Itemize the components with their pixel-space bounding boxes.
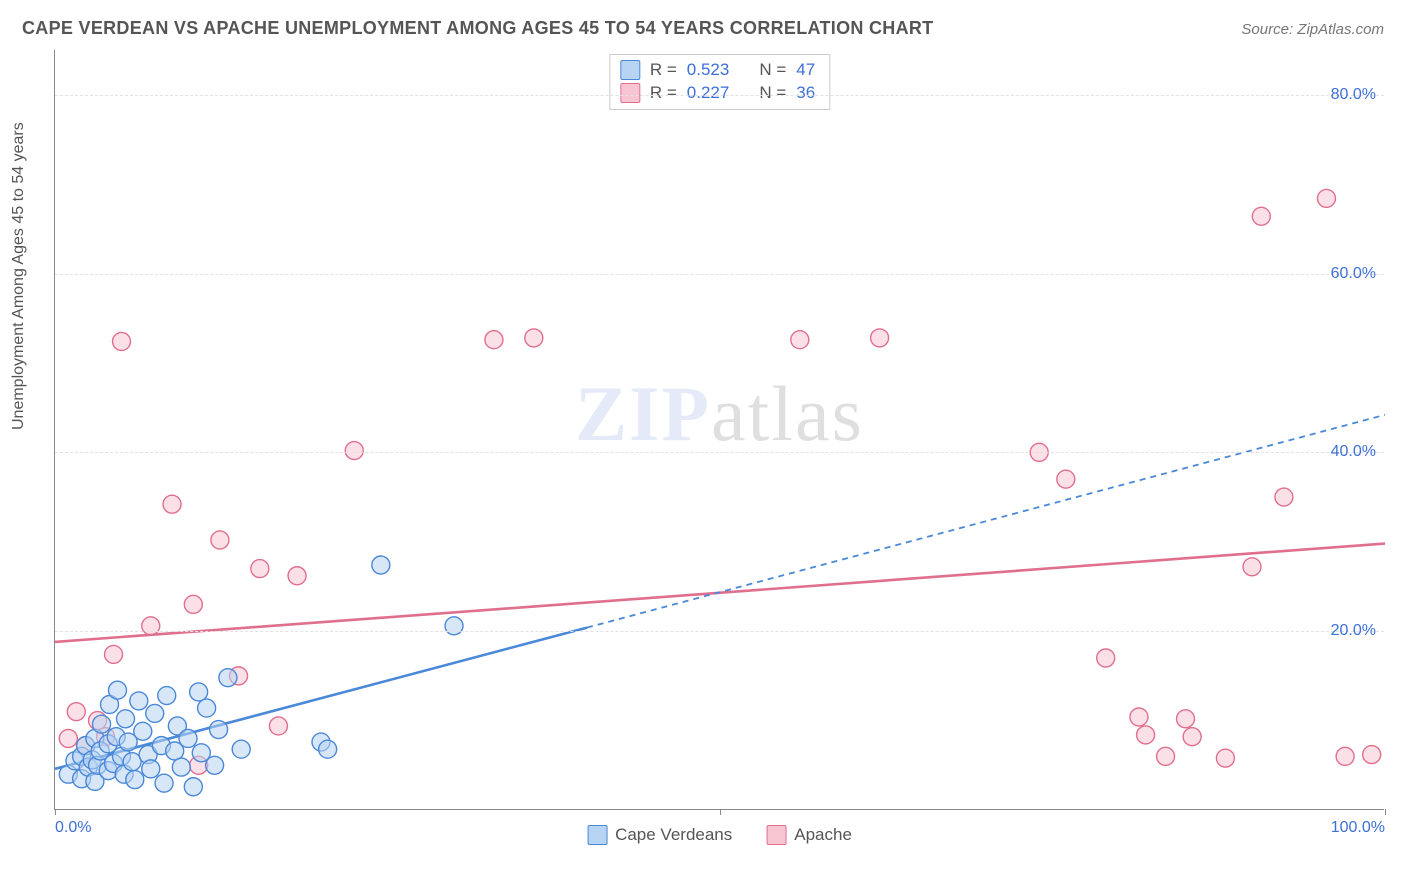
legend-item: Apache	[766, 825, 852, 845]
data-point	[126, 771, 144, 789]
data-point	[372, 556, 390, 574]
data-point	[269, 717, 287, 735]
y-tick-label: 80.0%	[1331, 86, 1376, 104]
y-tick-label: 60.0%	[1331, 265, 1376, 283]
gridline	[55, 95, 1384, 96]
x-tick-mark	[55, 809, 56, 815]
x-tick-mark	[720, 809, 721, 815]
data-point	[525, 329, 543, 347]
data-point	[1252, 207, 1270, 225]
gridline	[55, 631, 1384, 632]
data-point	[1157, 747, 1175, 765]
source-attribution: Source: ZipAtlas.com	[1241, 21, 1384, 38]
data-point	[1275, 488, 1293, 506]
data-point	[1130, 708, 1148, 726]
legend-label: Apache	[794, 825, 852, 845]
data-point	[1243, 558, 1261, 576]
data-point	[59, 729, 77, 747]
data-point	[179, 729, 197, 747]
legend-label: Cape Verdeans	[615, 825, 732, 845]
y-tick-label: 20.0%	[1331, 622, 1376, 640]
source-prefix: Source:	[1241, 21, 1297, 38]
data-point	[791, 331, 809, 349]
data-point	[184, 595, 202, 613]
data-point	[1336, 747, 1354, 765]
chart-title: CAPE VERDEAN VS APACHE UNEMPLOYMENT AMON…	[22, 18, 933, 39]
legend-item: Cape Verdeans	[587, 825, 732, 845]
data-point	[142, 760, 160, 778]
source-name: ZipAtlas.com	[1297, 21, 1384, 38]
data-point	[116, 710, 134, 728]
data-point	[206, 756, 224, 774]
data-point	[172, 758, 190, 776]
data-point	[155, 774, 173, 792]
legend-swatch	[587, 825, 607, 845]
data-point	[219, 669, 237, 687]
y-axis-label: Unemployment Among Ages 45 to 54 years	[10, 122, 28, 430]
data-point	[130, 692, 148, 710]
data-point	[345, 442, 363, 460]
data-point	[1057, 470, 1075, 488]
data-point	[146, 704, 164, 722]
data-point	[198, 699, 216, 717]
data-point	[1317, 189, 1335, 207]
series-legend: Cape Verdeans Apache	[587, 825, 852, 845]
data-point	[251, 560, 269, 578]
gridline	[55, 274, 1384, 275]
data-point	[1363, 746, 1381, 764]
data-point	[1177, 710, 1195, 728]
data-point	[288, 567, 306, 585]
data-point	[232, 740, 250, 758]
data-point	[319, 740, 337, 758]
data-point	[113, 332, 131, 350]
gridline	[55, 452, 1384, 453]
data-point	[67, 703, 85, 721]
data-point	[184, 778, 202, 796]
y-tick-label: 40.0%	[1331, 443, 1376, 461]
x-tick-mark	[1385, 809, 1386, 815]
regression-line	[587, 415, 1385, 628]
data-point	[485, 331, 503, 349]
data-point	[134, 722, 152, 740]
data-point	[1097, 649, 1115, 667]
title-bar: CAPE VERDEAN VS APACHE UNEMPLOYMENT AMON…	[22, 18, 1384, 39]
plot-svg	[55, 50, 1385, 810]
data-point	[93, 715, 111, 733]
data-point	[158, 687, 176, 705]
x-tick-label: 100.0%	[1331, 819, 1385, 837]
data-point	[211, 531, 229, 549]
data-point	[109, 681, 127, 699]
legend-swatch	[766, 825, 786, 845]
data-point	[190, 683, 208, 701]
data-point	[1183, 728, 1201, 746]
data-point	[1137, 726, 1155, 744]
data-point	[105, 645, 123, 663]
x-tick-label: 0.0%	[55, 819, 91, 837]
data-point	[210, 721, 228, 739]
data-point	[163, 495, 181, 513]
data-point	[1216, 749, 1234, 767]
scatter-plot: ZIPatlas R =0.523N =47R =0.227N =36 Cape…	[54, 50, 1384, 810]
data-point	[871, 329, 889, 347]
